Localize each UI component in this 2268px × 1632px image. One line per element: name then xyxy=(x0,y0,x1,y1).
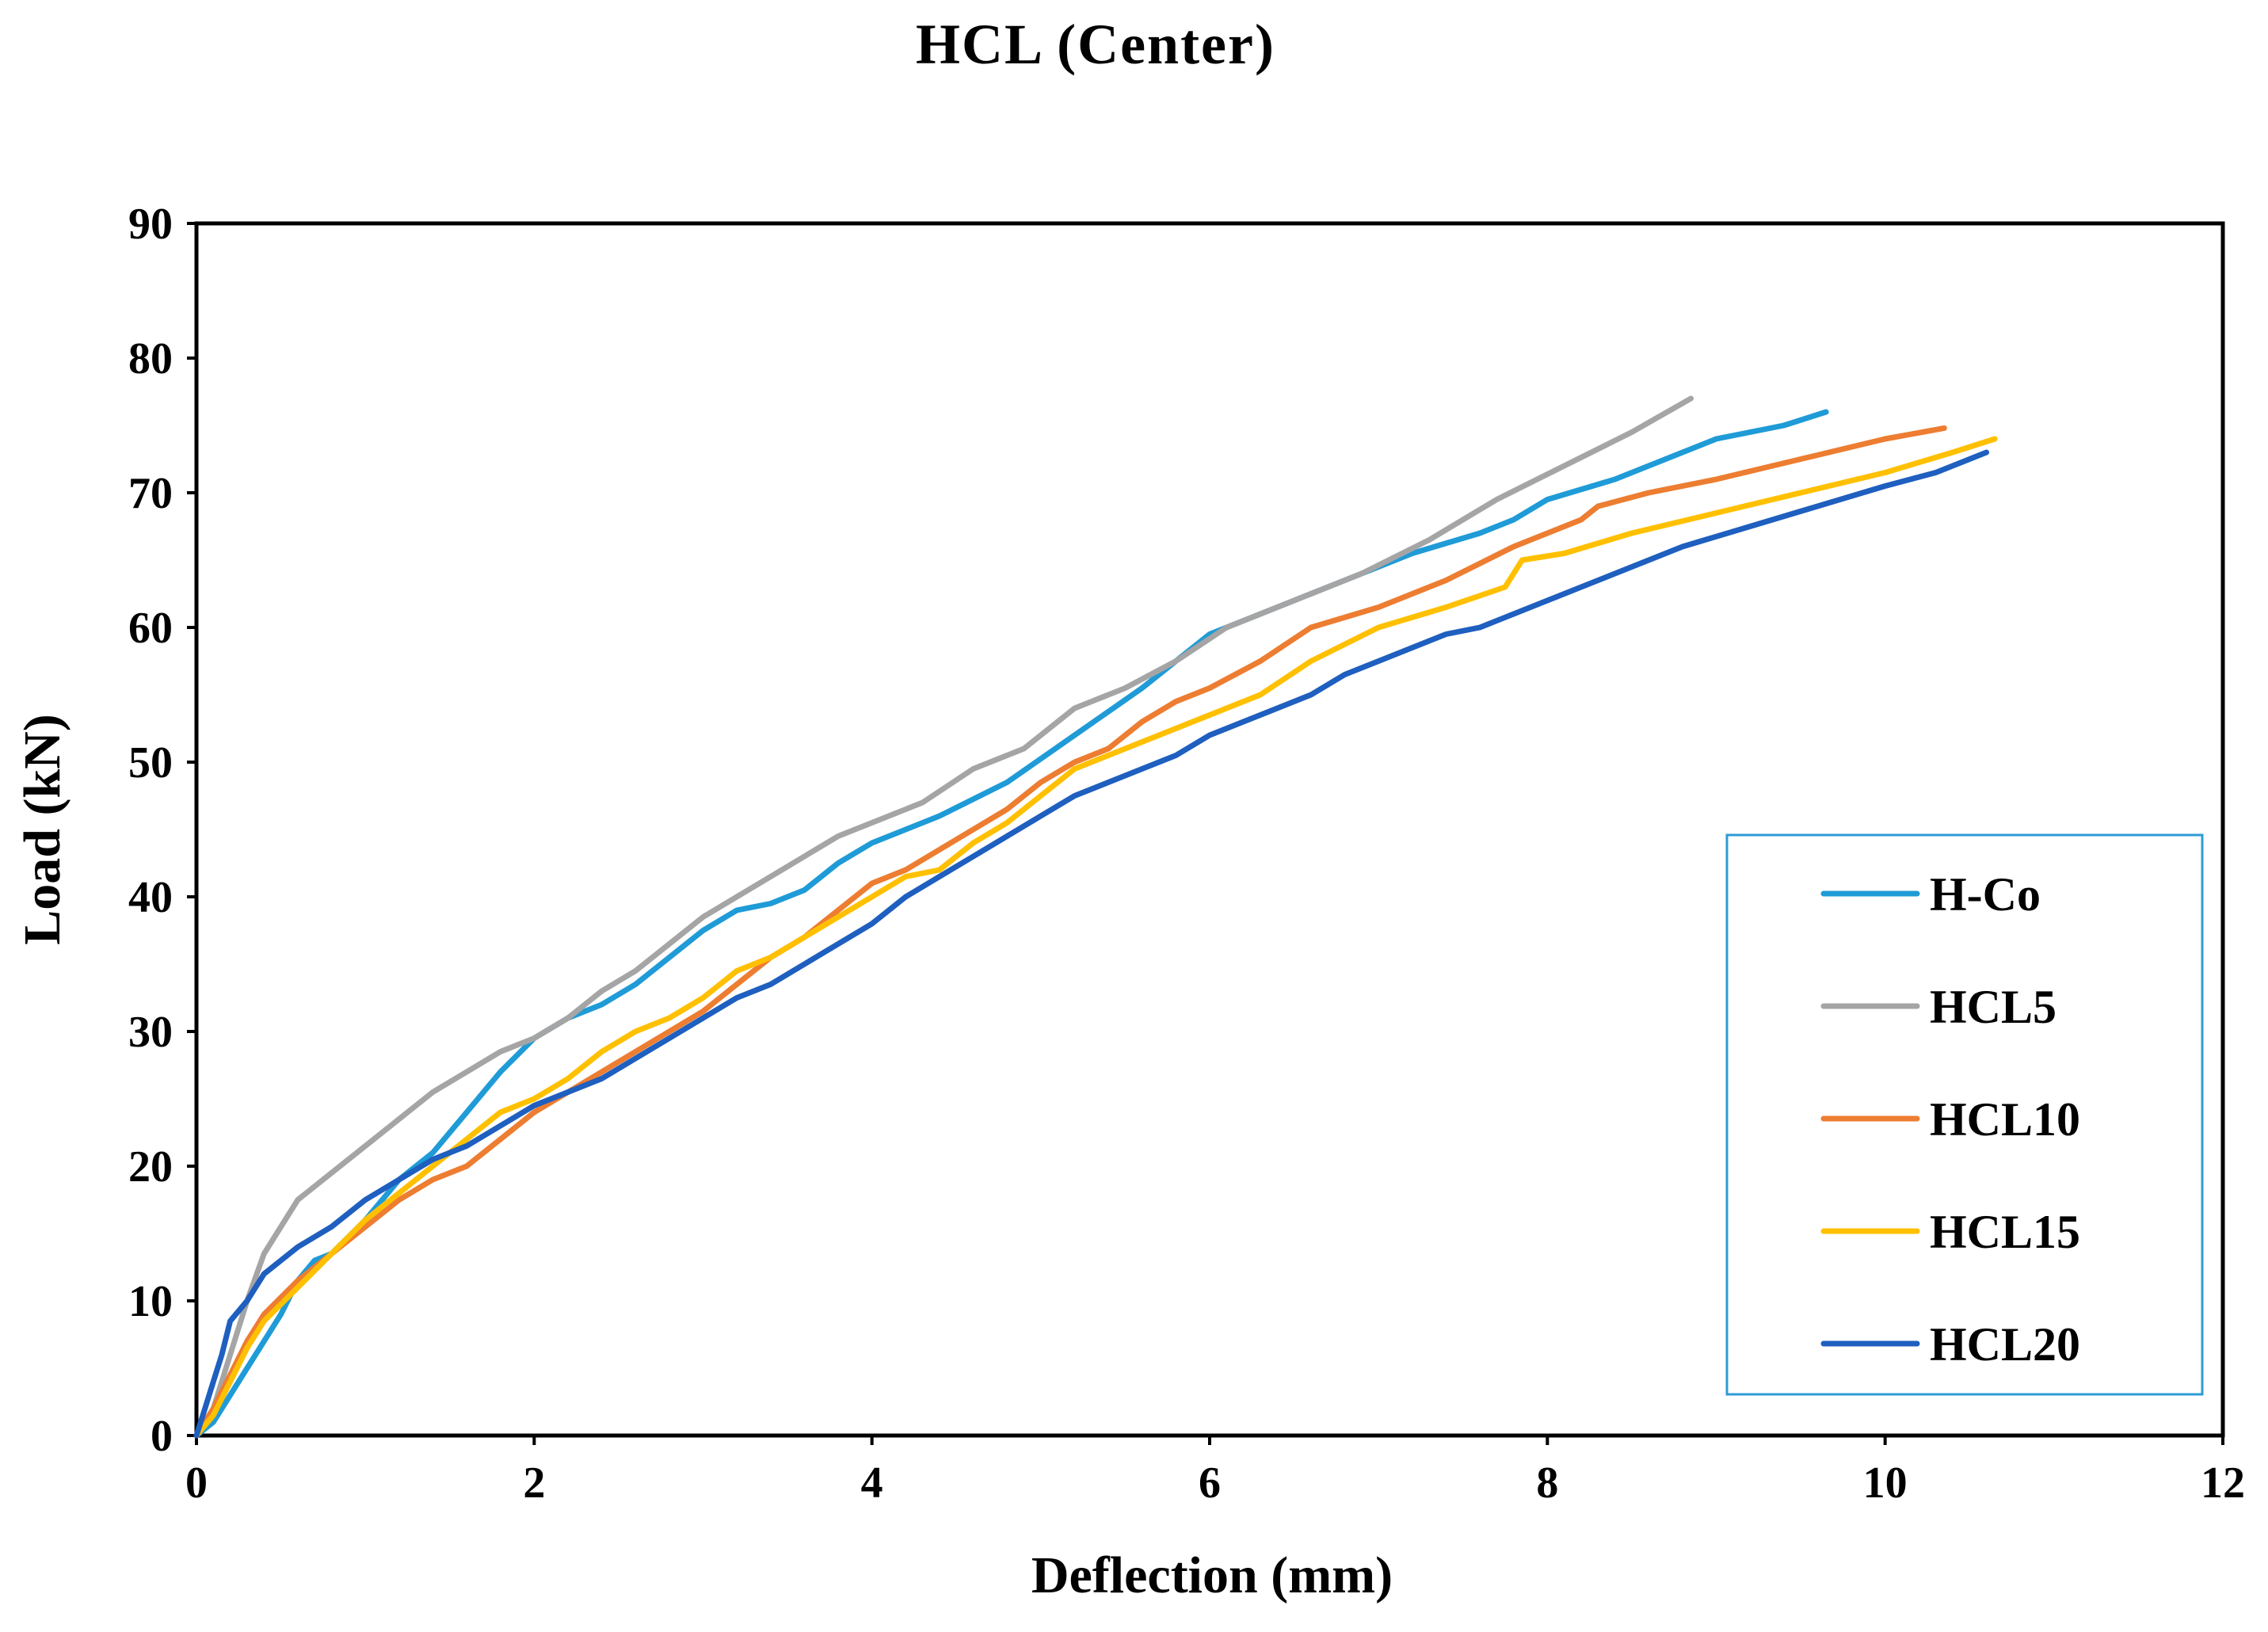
legend-label-hcl20: HCL20 xyxy=(1930,1318,2080,1371)
y-axis-ticks: 0 10 20 30 40 50 60 70 80 90 xyxy=(128,200,196,1461)
series-line-hcl20 xyxy=(193,449,1990,1439)
y-tick-label: 70 xyxy=(128,469,173,518)
legend-label-hcl10: HCL10 xyxy=(1930,1093,2080,1146)
legend-label-hcl5: HCL5 xyxy=(1930,981,2056,1033)
x-tick-label: 4 xyxy=(861,1459,883,1508)
x-tick-label: 10 xyxy=(1863,1459,1908,1508)
legend-box xyxy=(1725,833,2204,1396)
y-tick-label: 80 xyxy=(128,334,173,383)
y-tick-label: 20 xyxy=(128,1142,173,1192)
series-line-hcl15 xyxy=(193,436,1998,1439)
y-tick-label: 90 xyxy=(128,200,173,249)
y-tick-label: 10 xyxy=(128,1277,173,1326)
y-tick-label: 50 xyxy=(128,738,173,787)
x-axis-ticks: 0 2 4 6 8 10 12 xyxy=(185,1436,2245,1508)
y-axis-title: Load (kN) xyxy=(13,714,71,945)
series-layer xyxy=(193,395,1998,1439)
x-tick-label: 6 xyxy=(1199,1459,1221,1508)
x-axis-title: Deflection (mm) xyxy=(1031,1546,1393,1604)
chart-title: HCL (Center) xyxy=(916,13,1275,76)
x-tick-label: 0 xyxy=(185,1459,208,1508)
x-tick-label: 8 xyxy=(1536,1459,1558,1508)
y-tick-label: 60 xyxy=(128,604,173,653)
y-tick-label: 0 xyxy=(151,1412,173,1461)
x-tick-label: 2 xyxy=(523,1459,545,1508)
legend-items: H-Co HCL5 HCL10 HCL15 HCL20 xyxy=(1820,868,2080,1371)
x-tick-label: 12 xyxy=(2201,1459,2245,1508)
legend-label-h-co: H-Co xyxy=(1930,868,2041,921)
legend: H-Co HCL5 HCL10 HCL15 HCL20 xyxy=(1725,833,2204,1396)
y-tick-label: 30 xyxy=(128,1008,173,1057)
series-line-hcl10 xyxy=(193,425,1947,1439)
series-line-hcl5 xyxy=(193,395,1694,1439)
legend-label-hcl15: HCL15 xyxy=(1930,1206,2080,1258)
y-tick-label: 40 xyxy=(128,873,173,922)
series-line-h-co xyxy=(193,409,1829,1439)
